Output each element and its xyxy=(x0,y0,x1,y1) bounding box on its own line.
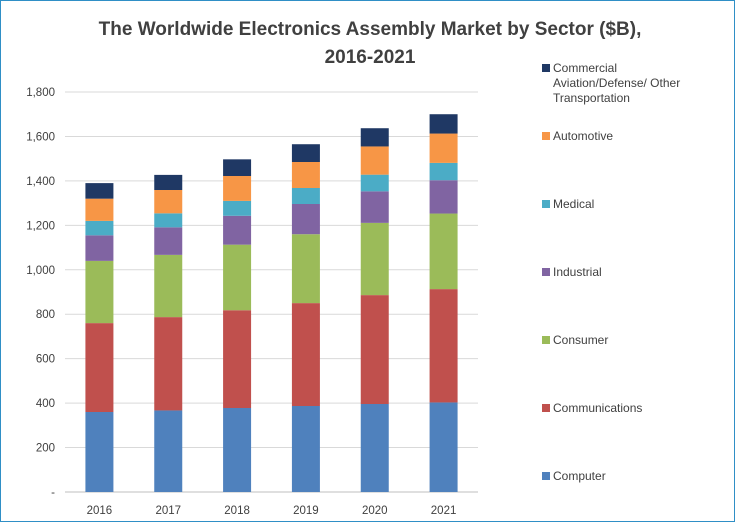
chart-title: The Worldwide Electronics Assembly Marke… xyxy=(70,16,670,72)
bar-segment xyxy=(291,162,320,188)
legend-label: Commercial Aviation/Defense/ Other Transpo… xyxy=(553,61,680,105)
y-tick-label: 400 xyxy=(36,398,55,410)
legend-label-line: Computer xyxy=(553,469,606,483)
bar-segment xyxy=(429,114,458,134)
bar-segment xyxy=(154,227,183,255)
bar-segment xyxy=(360,128,389,147)
bar-segment xyxy=(360,404,389,492)
bar-segment xyxy=(154,190,183,214)
legend-swatch xyxy=(542,336,550,344)
y-tick-label: 200 xyxy=(36,443,55,455)
bar-segment xyxy=(223,215,252,245)
bar-segment xyxy=(223,408,252,492)
bar-segment xyxy=(360,295,389,404)
bar-segment xyxy=(291,303,320,406)
bar-segment xyxy=(360,191,389,223)
bar-segment xyxy=(85,235,114,261)
bar-segment xyxy=(291,144,320,162)
y-tick-label: 800 xyxy=(36,309,55,321)
legend-label: Computer xyxy=(553,469,606,483)
bar-segment xyxy=(223,200,252,216)
legend-label-line: Communications xyxy=(553,401,642,415)
legend-label: Medical xyxy=(553,197,594,211)
bar-segment xyxy=(223,310,252,408)
legend-swatch xyxy=(542,64,550,72)
legend-label-line: Aviation/Defense/ Other xyxy=(553,76,680,90)
bar-segment xyxy=(154,254,183,318)
bar-segment xyxy=(154,410,183,492)
legend-label: Industrial xyxy=(553,265,602,279)
y-tick-label: 1,000 xyxy=(26,265,55,277)
y-tick-label: 1,200 xyxy=(26,220,55,232)
chart-title-line-2: 2016-2021 xyxy=(324,47,416,68)
bar-segment xyxy=(291,406,320,492)
y-tick-label: - xyxy=(51,487,55,499)
legend-swatch xyxy=(542,404,550,412)
bar-segment xyxy=(360,222,389,296)
bar-segment xyxy=(291,188,320,204)
legend-label-line: Industrial xyxy=(553,265,602,279)
bar-segment xyxy=(291,234,320,304)
x-tick-label: 2021 xyxy=(431,505,457,517)
bar-segment xyxy=(429,289,458,403)
chart-title-line-1: The Worldwide Electronics Assembly Marke… xyxy=(98,19,642,40)
bar-segment xyxy=(85,198,114,221)
x-tick-label: 2018 xyxy=(224,505,250,517)
bar-segment xyxy=(429,180,458,214)
bar-segment xyxy=(360,146,389,175)
bar-segment xyxy=(360,174,389,192)
bar-segment xyxy=(85,412,114,492)
bar-segment xyxy=(429,213,458,290)
bar-segment xyxy=(429,402,458,492)
legend-label-line: Consumer xyxy=(553,333,608,347)
y-tick-label: 1,800 xyxy=(26,87,55,99)
x-tick-label: 2019 xyxy=(293,505,319,517)
legend-label-line: Automotive xyxy=(553,129,613,143)
legend-label-line: Medical xyxy=(553,197,594,211)
legend-swatch xyxy=(542,472,550,480)
bar-segment xyxy=(223,244,252,311)
bar-segment xyxy=(154,174,183,190)
x-tick-label: 2020 xyxy=(362,505,388,517)
legend-label-line: Transportation xyxy=(553,91,630,105)
bar-segment xyxy=(223,176,252,201)
bar-segment xyxy=(154,213,183,228)
bar-segment xyxy=(85,220,114,236)
x-tick-label: 2016 xyxy=(87,505,113,517)
y-tick-label: 1,400 xyxy=(26,176,55,188)
legend-label: Communications xyxy=(553,401,642,415)
legend-swatch xyxy=(542,268,550,276)
y-tick-label: 1,600 xyxy=(26,131,55,143)
bar-segment xyxy=(429,133,458,163)
bar-segment xyxy=(223,159,252,176)
legend-label: Consumer xyxy=(553,333,608,347)
bar-segment xyxy=(85,183,114,199)
bar-segment xyxy=(291,204,320,235)
legend-label-line: Commercial xyxy=(553,61,617,75)
legend-swatch xyxy=(542,132,550,140)
bar-segment xyxy=(85,323,114,412)
bar-segment xyxy=(154,317,183,411)
bar-segment xyxy=(85,260,114,324)
bar-segment xyxy=(429,162,458,181)
y-tick-label: 600 xyxy=(36,354,55,366)
legend-label: Automotive xyxy=(553,129,613,143)
legend-swatch xyxy=(542,200,550,208)
x-tick-label: 2017 xyxy=(155,505,181,517)
